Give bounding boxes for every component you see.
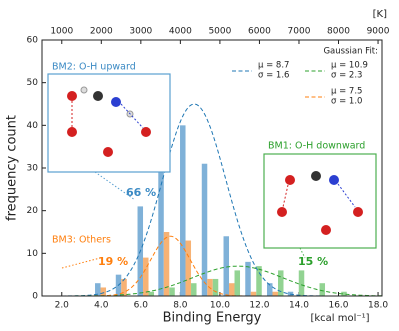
x-tick-label: 4.0 xyxy=(94,301,109,311)
x2-unit: [K] xyxy=(373,9,387,20)
x2-tick-label: 6000 xyxy=(248,27,271,37)
legend-title: Gaussian Fit: xyxy=(323,47,378,57)
y-tick-label: 50 xyxy=(27,78,39,88)
x2-tick-label: 1000 xyxy=(50,27,73,37)
bar xyxy=(298,270,305,296)
annotation: 15 % xyxy=(298,255,328,268)
plot-frame xyxy=(41,39,383,297)
bar xyxy=(121,278,127,296)
legend-sigma: σ = 2.3 xyxy=(331,71,362,81)
bar xyxy=(148,291,155,296)
y-tick-label: 20 xyxy=(27,206,39,216)
annotation: BM2: O-H upward xyxy=(52,62,136,73)
bar xyxy=(245,261,251,296)
annotation: BM1: O-H downward xyxy=(268,141,365,152)
bar xyxy=(319,283,326,296)
annotation: 66 % xyxy=(126,186,156,199)
bar xyxy=(229,283,235,296)
connector xyxy=(61,257,101,269)
bar xyxy=(143,257,149,296)
bar xyxy=(267,283,273,296)
bar xyxy=(95,283,101,296)
y-tick-label: 60 xyxy=(27,36,39,46)
x2-tick-label: 9000 xyxy=(367,27,390,37)
x2-tick-label: 4000 xyxy=(169,27,192,37)
y-axis-label: frequency count xyxy=(5,115,20,221)
annotation: 19 % xyxy=(98,255,128,268)
legend-mu: μ = 7.5 xyxy=(331,87,362,97)
y-tick-label: 0 xyxy=(32,292,38,302)
x-tick-label: 8.0 xyxy=(173,301,188,311)
x-tick-label: 6.0 xyxy=(134,301,149,311)
x-tick-label: 14.0 xyxy=(289,301,309,311)
bar xyxy=(158,172,164,296)
bar xyxy=(212,278,219,296)
x2-tick-label: 3000 xyxy=(129,27,152,37)
x2-tick-label: 5000 xyxy=(208,27,231,37)
bar xyxy=(250,291,257,296)
y-tick-label: 30 xyxy=(27,164,39,174)
bar xyxy=(185,240,192,296)
y-tick-label: 10 xyxy=(27,249,39,259)
legend-mu: μ = 8.7 xyxy=(258,61,289,71)
x2-tick-label: 2000 xyxy=(90,27,113,37)
annotation: BM3: Others xyxy=(52,235,111,246)
x-tick-label: 18.0 xyxy=(368,301,388,311)
bar xyxy=(100,287,107,296)
x2-tick-label: 7000 xyxy=(288,27,311,37)
bar xyxy=(234,270,241,296)
legend-sigma: σ = 1.0 xyxy=(331,97,362,107)
inset-bm1 xyxy=(263,153,377,259)
x-tick-label: 10.0 xyxy=(210,301,230,311)
inset-bm2 xyxy=(47,73,171,201)
legend-mu: μ = 10.9 xyxy=(331,61,368,71)
bar xyxy=(223,236,230,296)
x2-tick-label: 8000 xyxy=(327,27,350,37)
x-tick-label: 12.0 xyxy=(249,301,269,311)
y-tick-label: 40 xyxy=(27,121,39,131)
bar xyxy=(191,283,197,296)
x-axis-label: Binding Energy xyxy=(163,311,262,326)
bar xyxy=(256,266,262,296)
x-unit: [kcal mol⁻¹] xyxy=(310,313,369,324)
bar xyxy=(169,287,175,296)
legend-sigma: σ = 1.6 xyxy=(258,71,289,81)
bar xyxy=(278,270,284,296)
x-tick-label: 2.0 xyxy=(55,301,70,311)
x-tick-label: 16.0 xyxy=(328,301,348,311)
bar xyxy=(163,232,170,296)
bar xyxy=(272,291,279,296)
bar xyxy=(180,125,186,296)
bar xyxy=(341,291,347,296)
bar xyxy=(201,163,208,296)
